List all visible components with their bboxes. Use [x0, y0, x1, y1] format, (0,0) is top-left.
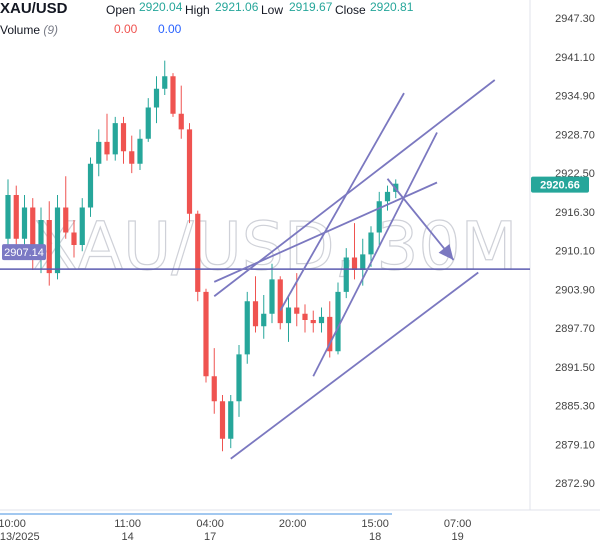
y-tick-label: 2903.90 [555, 284, 595, 296]
y-tick-label: 2934.90 [555, 91, 595, 103]
candle-body[interactable] [13, 195, 19, 239]
watermark-text: XAU/USD, 30M [33, 208, 518, 285]
candle-body[interactable] [87, 163, 94, 208]
candle-body[interactable] [252, 301, 259, 327]
candle-body[interactable] [79, 207, 85, 246]
candle-body[interactable] [269, 279, 275, 314]
y-tick-label: 2947.30 [555, 13, 595, 25]
candle-body[interactable] [335, 291, 341, 352]
volume-value-1: 0.00 [114, 22, 138, 36]
y-tick-label: 2897.70 [555, 323, 595, 335]
candle-body[interactable] [236, 354, 242, 402]
candle-body[interactable] [46, 220, 52, 274]
x-tick-date: 02/13/2025 [0, 531, 40, 543]
y-tick-label: 2872.90 [555, 478, 595, 490]
candle-body[interactable] [195, 213, 201, 292]
candle-body[interactable] [351, 257, 358, 271]
candle-body[interactable] [96, 141, 102, 164]
candle-body[interactable] [170, 76, 176, 114]
candle-body[interactable] [228, 401, 234, 439]
low-value: 2919.67 [289, 0, 333, 14]
chart-legend: XAU/USD Open 2920.04 High 2921.06 Low 29… [0, 0, 530, 40]
candle-body[interactable] [153, 88, 160, 108]
candle-body[interactable] [5, 195, 11, 239]
candle-body[interactable] [244, 301, 250, 355]
candle-body[interactable] [112, 123, 118, 155]
candle-body[interactable] [203, 291, 209, 377]
high-label: High [185, 3, 210, 17]
x-tick-time: 20:00 [279, 518, 307, 530]
candle-body[interactable] [277, 279, 283, 324]
x-tick-date: 18 [369, 531, 381, 543]
candle-body[interactable] [38, 220, 44, 258]
candle-body[interactable] [360, 254, 366, 270]
x-tick-date: 19 [452, 531, 464, 543]
candle-body[interactable] [129, 151, 135, 164]
close-value: 2920.81 [370, 0, 414, 14]
volume-value-2: 0.00 [158, 22, 182, 36]
y-tick-label: 2879.10 [555, 439, 595, 451]
x-tick-time: 10:00 [0, 518, 26, 530]
candle-body[interactable] [71, 232, 77, 246]
trendline[interactable] [279, 92, 405, 312]
y-tick-label: 2916.30 [555, 207, 595, 219]
candle-body[interactable] [261, 313, 267, 327]
volume-label: Volume (9) [0, 23, 59, 37]
x-tick-date: 17 [204, 531, 216, 543]
x-tick-time: 15:00 [361, 518, 389, 530]
x-tick-time: 04:00 [196, 518, 224, 530]
candle-body[interactable] [285, 307, 292, 324]
y-tick-label: 2885.30 [555, 401, 595, 413]
y-tick-label: 2928.70 [555, 129, 595, 141]
open-value: 2920.04 [139, 0, 183, 14]
x-tick-time: 07:00 [444, 518, 472, 530]
low-label: Low [261, 3, 284, 17]
open-label: Open [106, 3, 136, 17]
candle-body[interactable] [104, 141, 110, 155]
high-value: 2921.06 [215, 0, 259, 14]
trendline[interactable] [230, 271, 479, 460]
candle-body[interactable] [186, 129, 193, 214]
candle-body[interactable] [318, 316, 325, 324]
candle-body[interactable] [310, 320, 316, 324]
arrow-head[interactable] [438, 243, 454, 260]
candle-body[interactable] [21, 207, 28, 239]
y-tick-label: 2910.10 [555, 246, 595, 258]
candle-body[interactable] [384, 191, 391, 202]
candle-body[interactable] [368, 232, 374, 255]
candle-body[interactable] [211, 376, 217, 402]
symbol-title[interactable]: XAU/USD [0, 0, 68, 17]
candle-body[interactable] [120, 123, 127, 152]
candle-body[interactable] [63, 207, 69, 233]
last-price-badge [531, 176, 589, 193]
candle-body[interactable] [178, 113, 184, 130]
hline-price-badge [2, 244, 46, 261]
candle-body[interactable] [327, 316, 333, 352]
candle-body[interactable] [162, 76, 168, 89]
candle-body[interactable] [30, 207, 36, 258]
y-tick-label: 2891.50 [555, 362, 595, 374]
candle-body[interactable] [54, 207, 61, 274]
candle-body[interactable] [294, 307, 300, 314]
y-tick-label: 2941.10 [555, 52, 595, 64]
candle-body[interactable] [302, 313, 308, 320]
close-label: Close [335, 3, 366, 17]
hline-price-label: 2907.14 [4, 247, 44, 259]
x-tick-time: 11:00 [114, 518, 141, 530]
candle-body[interactable] [145, 107, 151, 139]
candle-body[interactable] [219, 401, 226, 439]
x-tick-date: 14 [122, 531, 134, 543]
arrow-shaft[interactable] [386, 178, 455, 261]
candle-body[interactable] [343, 257, 349, 292]
trendline[interactable] [312, 132, 438, 377]
last-price-label: 2920.66 [540, 180, 580, 192]
candle-body[interactable] [376, 201, 382, 233]
candle-body[interactable] [137, 138, 143, 164]
